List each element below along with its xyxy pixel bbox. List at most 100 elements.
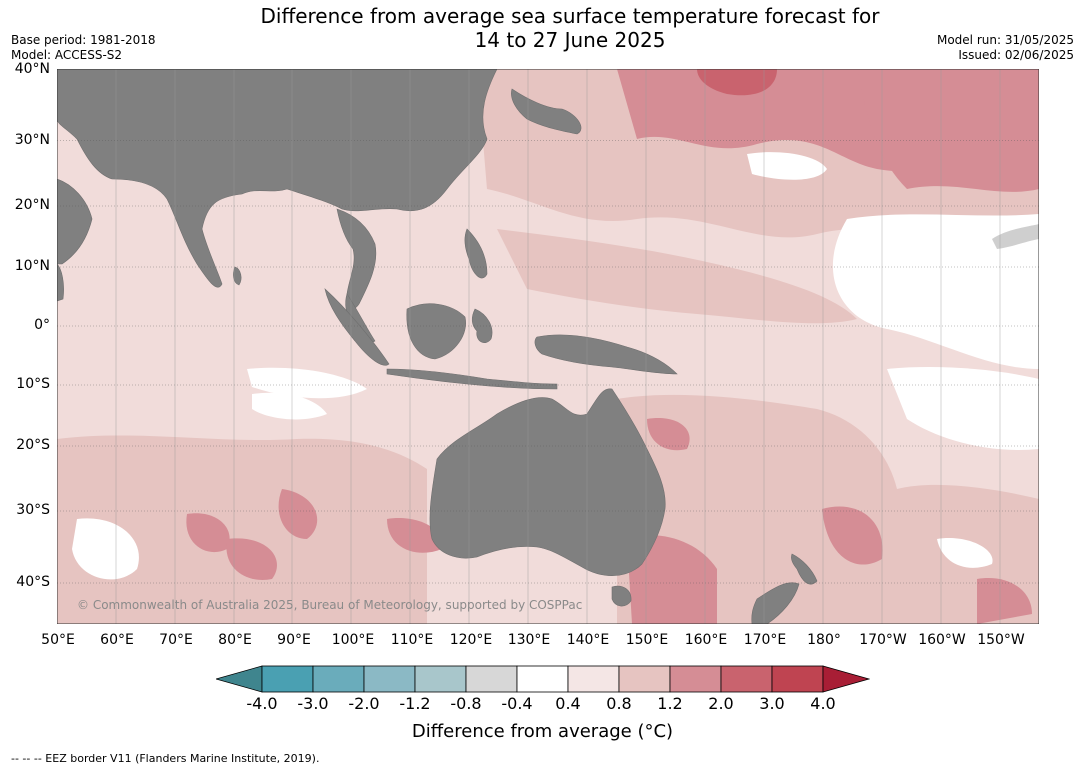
colorbar-segment	[669, 665, 722, 693]
land	[57, 69, 818, 624]
land-hawaii	[992, 224, 1039, 249]
colorbar-extend-low	[216, 665, 263, 693]
model-run: Model run: 31/05/2025	[936, 33, 1074, 47]
white-patch-npac2	[747, 152, 827, 180]
strong-warm-southeast	[977, 578, 1032, 624]
lat-label: 30°S	[16, 502, 50, 518]
colorbar-extend-high	[822, 665, 870, 693]
land-tasmania	[611, 585, 632, 607]
strong-warm-south-indian-4	[387, 518, 443, 553]
meta-left: Base period: 1981-2018 Model: ACCESS-S2	[11, 33, 156, 63]
lat-label: 0°	[34, 317, 50, 333]
lon-label: 150°E	[625, 632, 669, 648]
white-patch-central-pacific	[832, 214, 1039, 369]
land-australia	[429, 388, 666, 576]
sst-anomaly-map	[57, 69, 1039, 624]
land-java-lesser-sunda	[386, 368, 558, 390]
strong-warm-tasman	[627, 535, 717, 624]
strong-warm-south-indian-3	[278, 489, 318, 539]
colorbar-segment	[312, 665, 365, 693]
lat-label: 40°N	[14, 61, 50, 77]
lat-label: 10°S	[16, 376, 50, 392]
title-line-1: Difference from average sea surface temp…	[260, 4, 880, 28]
land-new-guinea	[534, 334, 678, 375]
colorbar-tick: 3.0	[759, 694, 785, 713]
land-arabia-horn	[57, 178, 93, 265]
colorbar-segment	[261, 665, 314, 693]
colorbar-tick: -3.0	[297, 694, 329, 713]
colorbar-segment	[567, 665, 620, 693]
lon-label: 170°E	[743, 632, 787, 648]
very-warm-npacific	[697, 69, 777, 96]
colorbar	[216, 665, 870, 693]
lon-label: 160°E	[684, 632, 728, 648]
colorbar-tick: 4.0	[810, 694, 836, 713]
lon-label: 70°E	[159, 632, 193, 648]
model-name: Model: ACCESS-S2	[11, 48, 123, 62]
strong-warm-npacific-east	[857, 69, 1039, 192]
lon-label: 180°	[807, 632, 841, 648]
warm-band-south-indian	[57, 435, 427, 624]
land-madagascar	[57, 263, 64, 302]
anomaly-fields	[57, 69, 1039, 624]
lat-label: 20°N	[14, 197, 50, 213]
white-patch-sw-pacific	[887, 367, 1039, 450]
lon-label: 50°E	[41, 632, 75, 648]
white-patch-south-indian-2	[252, 392, 327, 420]
lon-label: 60°E	[100, 632, 134, 648]
colorbar-segment	[618, 665, 671, 693]
lon-label: 140°E	[566, 632, 610, 648]
colorbar-tick: 1.2	[657, 694, 683, 713]
lon-label: 90°E	[277, 632, 311, 648]
land-japan	[511, 88, 582, 135]
colorbar-tick: -2.0	[348, 694, 380, 713]
colorbar-tick: -0.8	[450, 694, 482, 713]
white-patch-equator-indian	[247, 367, 367, 399]
land-asia	[57, 69, 498, 288]
lon-label: 120°E	[449, 632, 493, 648]
meridians	[115, 69, 1001, 624]
lon-label: 130°E	[507, 632, 551, 648]
land-new-zealand-south	[751, 582, 800, 624]
lat-label: 20°S	[16, 437, 50, 453]
lat-label: 10°N	[14, 258, 50, 274]
copyright-notice: © Commonwealth of Australia 2025, Bureau…	[77, 598, 583, 612]
colorbar-segment	[720, 665, 773, 693]
colorbar-segment	[363, 665, 416, 693]
chart-title: Difference from average sea surface temp…	[0, 4, 1085, 52]
colorbar-segment	[465, 665, 518, 693]
colorbar-tick: 0.4	[555, 694, 581, 713]
white-patch-southeast	[937, 538, 993, 568]
colorbar-segment	[414, 665, 467, 693]
eez-note: -- -- -- EEZ border V11 (Flanders Marine…	[11, 752, 320, 765]
strong-warm-tasman-east	[822, 506, 883, 565]
title-line-2: 14 to 27 June 2025	[474, 28, 666, 52]
colorbar-tick: -1.2	[399, 694, 431, 713]
colorbar-segment	[771, 665, 824, 693]
land-borneo	[406, 303, 466, 360]
land-sumatra	[324, 288, 390, 366]
strong-warm-south-indian-2	[226, 538, 277, 580]
lat-label: 40°S	[16, 574, 50, 590]
land-sulawesi	[471, 308, 493, 343]
lon-label: 160°W	[918, 632, 966, 648]
colorbar-tick: 2.0	[708, 694, 734, 713]
lon-label: 80°E	[218, 632, 252, 648]
colorbar-tick: -4.0	[246, 694, 278, 713]
land-sri-lanka	[233, 266, 242, 286]
meta-right: Model run: 31/05/2025 Issued: 02/06/2025	[937, 33, 1074, 63]
lat-label: 30°N	[14, 132, 50, 148]
lon-label: 170°W	[859, 632, 907, 648]
colorbar-tick: -0.4	[501, 694, 533, 713]
colorbar-tick: 0.8	[606, 694, 632, 713]
issued-date: Issued: 02/06/2025	[958, 48, 1074, 62]
lon-label: 100°E	[331, 632, 375, 648]
white-patch-south-indian	[72, 518, 139, 580]
colorbar-label: Difference from average (°C)	[411, 721, 674, 742]
land-new-zealand-north	[791, 553, 818, 585]
strong-warm-south-indian-1	[186, 513, 230, 553]
colorbar-segment	[516, 665, 569, 693]
base-period: Base period: 1981-2018	[11, 33, 156, 47]
strong-warm-coral-sea	[647, 418, 690, 451]
lon-label: 110°E	[390, 632, 434, 648]
